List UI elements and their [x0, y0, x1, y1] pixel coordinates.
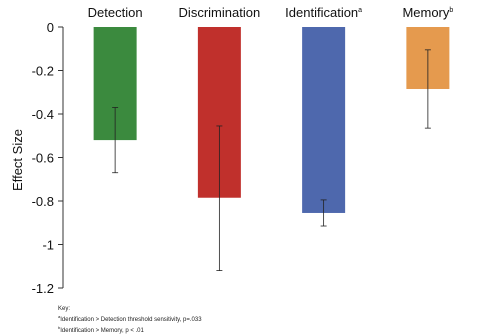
key-note-a: aIdentification > Detection threshold se… — [58, 313, 202, 324]
category-superscript: a — [358, 7, 362, 14]
category-label-discrimination: Discrimination — [179, 5, 261, 20]
key-legend: Key: aIdentification > Detection thresho… — [58, 305, 202, 335]
y-tick-label: -1.2 — [32, 281, 54, 296]
bar-identification — [302, 27, 346, 213]
category-label-detection: Detection — [88, 5, 143, 20]
y-tick-label: -0.8 — [32, 194, 54, 209]
key-note-b-text: Identification > Memory, p < .01 — [60, 328, 144, 334]
key-title: Key: — [58, 306, 71, 312]
y-tick-label: -0.2 — [32, 64, 54, 79]
bars — [93, 27, 450, 213]
y-axis-label: Effect Size — [10, 129, 25, 191]
category-label-identification: Identificationa — [285, 5, 362, 20]
y-tick-label: 0 — [47, 20, 54, 35]
y-axis: 0 -0.2 -0.4 -0.6 -0.8 -1 -1.2 — [32, 20, 64, 296]
key-note-a-mark: a — [58, 314, 61, 319]
key-note-b: bIdentification > Memory, p < .01 — [58, 324, 202, 335]
category-labels: Detection Discrimination Identificationa Me… — [88, 5, 454, 20]
category-superscript: b — [449, 7, 453, 14]
y-tick-label: -1 — [42, 238, 54, 253]
y-tick-label: -0.6 — [32, 151, 54, 166]
y-tick-label: -0.4 — [32, 107, 54, 122]
category-label-memory: Memoryb — [402, 5, 453, 20]
key-note-b-mark: b — [58, 325, 61, 330]
key-note-a-text: Identification > Detection threshold sen… — [60, 317, 202, 323]
error-bars — [112, 49, 431, 272]
